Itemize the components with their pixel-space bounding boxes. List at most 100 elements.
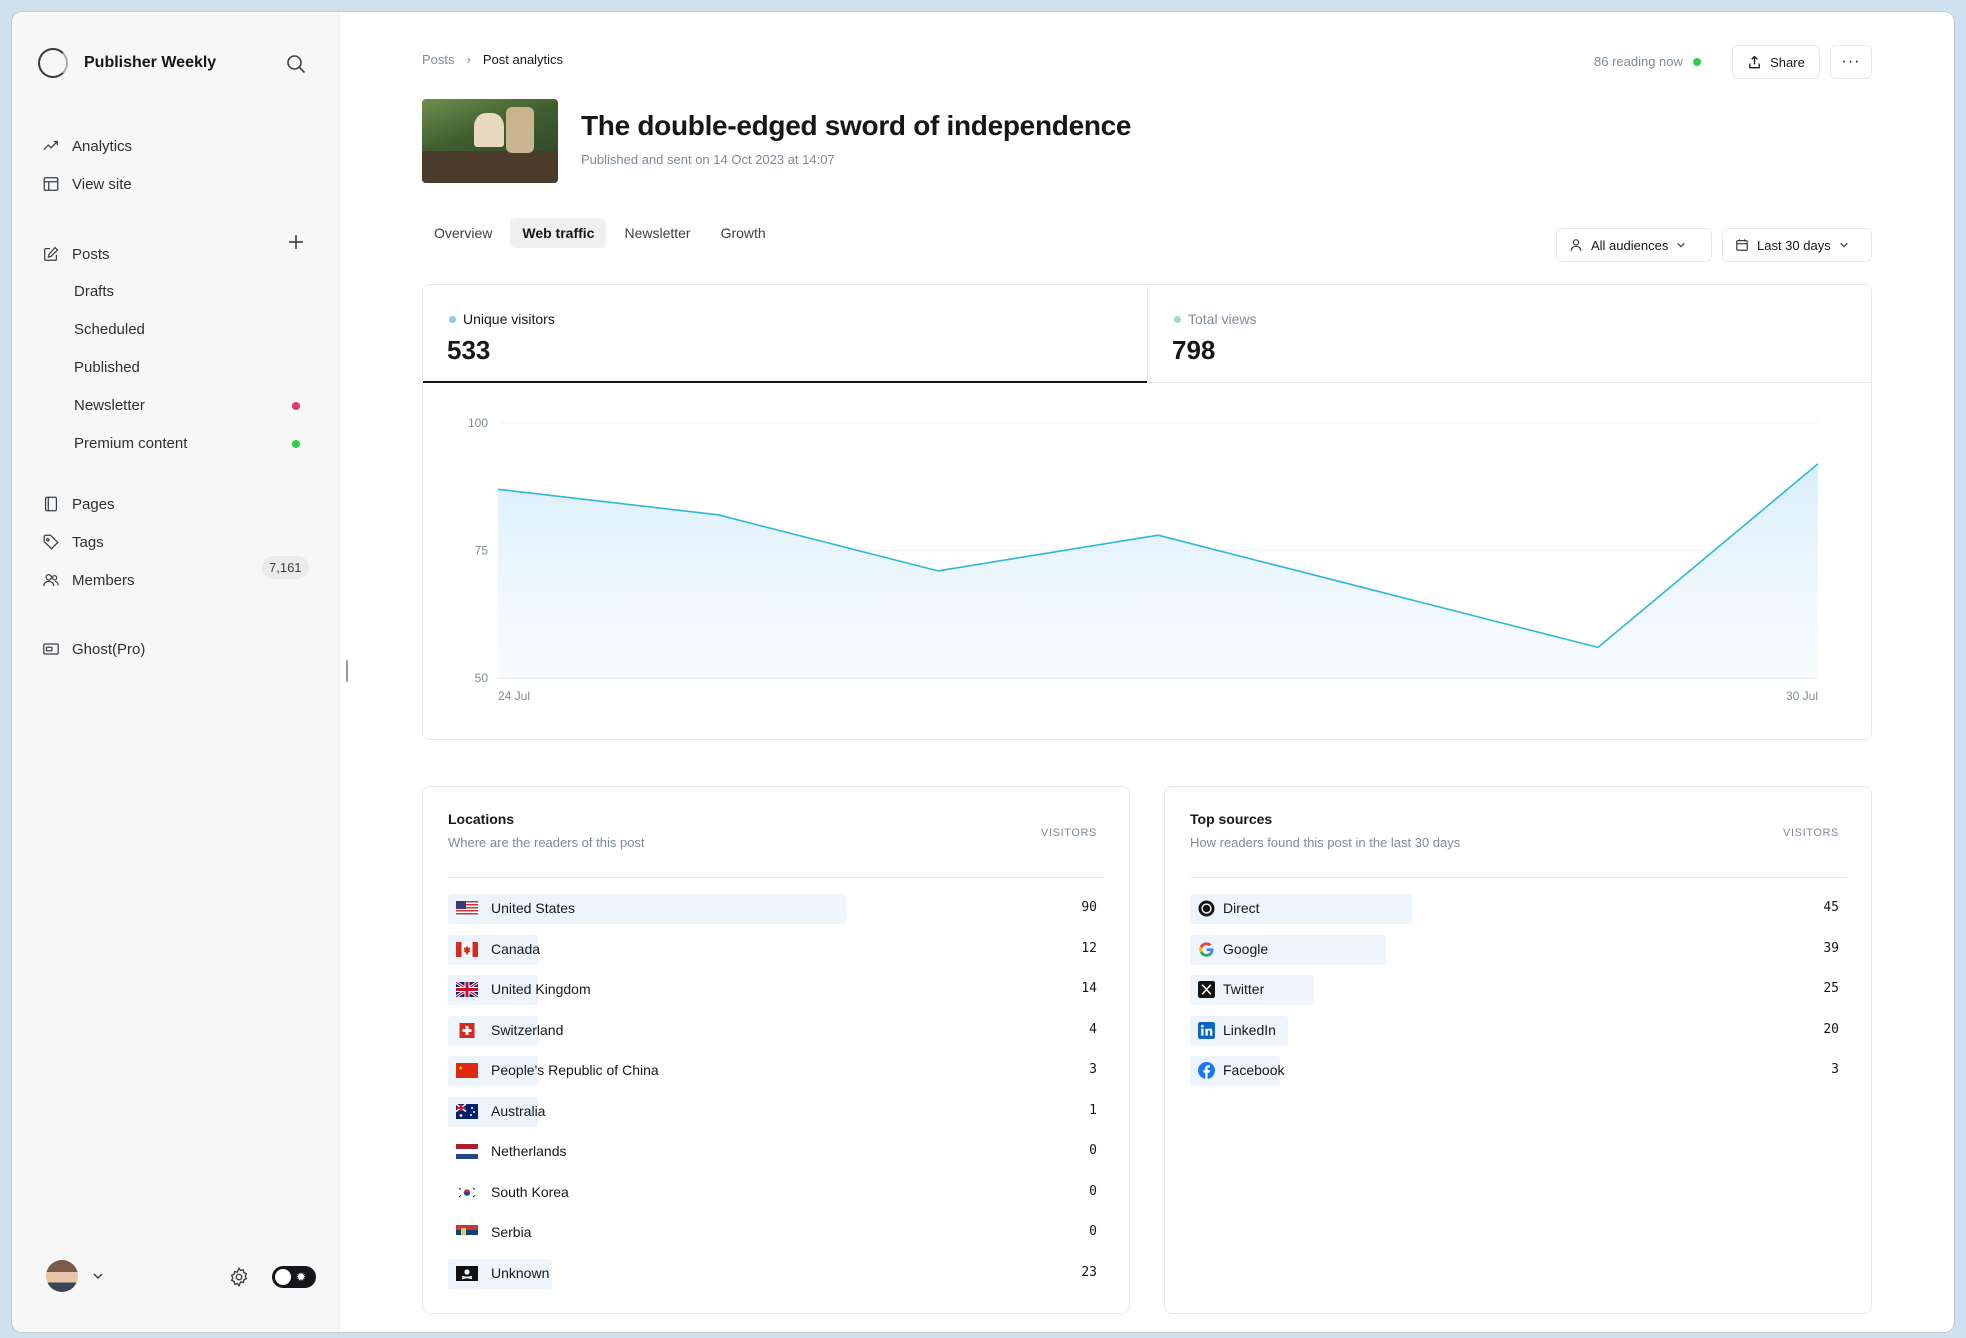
au-flag-icon xyxy=(456,1103,478,1119)
sidebar-resize-handle[interactable] xyxy=(346,660,348,682)
list-item[interactable]: Twitter 25 xyxy=(1190,970,1839,1011)
list-item[interactable]: Australia 1 xyxy=(448,1092,1097,1133)
sidebar-item-pages[interactable]: Pages xyxy=(42,492,115,516)
theme-toggle[interactable]: ✹ xyxy=(272,1266,316,1288)
x-tick-label: 24 Jul xyxy=(498,689,530,703)
sidebar-item-posts[interactable]: Posts xyxy=(42,242,110,266)
add-post-icon[interactable] xyxy=(286,232,306,252)
date-range-value: Last 30 days xyxy=(1757,237,1831,253)
divider xyxy=(1190,877,1847,878)
sidebar-item-analytics[interactable]: Analytics xyxy=(42,134,132,158)
sidebar-item-published[interactable]: Published xyxy=(74,359,140,376)
locations-card: Locations Where are the readers of this … xyxy=(422,786,1130,1314)
y-tick-label: 50 xyxy=(475,671,489,685)
list-item-label: Canada xyxy=(491,940,541,957)
data-point xyxy=(716,513,720,517)
column-header: VISITORS xyxy=(1041,827,1097,839)
breadcrumb-posts-link[interactable]: Posts xyxy=(422,52,455,67)
sidebar-item-label: Tags xyxy=(72,533,104,551)
tab-overview[interactable]: Overview xyxy=(434,225,493,241)
search-icon[interactable] xyxy=(284,52,308,76)
list-item[interactable]: ★ People's Republic of China 3 xyxy=(448,1051,1097,1092)
sources-list: Direct 45 Google 39 Twitter 25 LinkedIn 20 F… xyxy=(1190,889,1839,1092)
chevron-down-icon[interactable] xyxy=(92,1270,104,1282)
list-item[interactable]: Google 39 xyxy=(1190,930,1839,971)
share-button[interactable]: Share xyxy=(1732,45,1820,79)
chevron-right-icon: › xyxy=(466,52,471,67)
more-options-button[interactable]: ··· xyxy=(1830,45,1872,79)
kpi-total-views[interactable]: Total views 798 xyxy=(1147,285,1871,383)
list-item[interactable]: Netherlands 0 xyxy=(448,1132,1097,1173)
divider xyxy=(448,877,1105,878)
list-item-label: LinkedIn xyxy=(1223,1021,1276,1038)
breadcrumb: Posts › Post analytics xyxy=(422,52,563,67)
data-point xyxy=(496,487,500,491)
sidebar-item-premium-content[interactable]: Premium content xyxy=(74,435,188,452)
list-item[interactable]: Facebook 3 xyxy=(1190,1051,1839,1092)
linkedin-icon xyxy=(1198,1021,1215,1039)
list-item-label: Facebook xyxy=(1223,1062,1285,1078)
live-dot xyxy=(1692,57,1701,66)
list-item-value: 90 xyxy=(1081,900,1097,915)
list-item-value: 3 xyxy=(1831,1062,1839,1077)
pirate-flag-icon xyxy=(456,1265,478,1281)
list-item[interactable]: Canada 12 xyxy=(448,930,1097,971)
sidebar-footer: ✹ xyxy=(46,1260,316,1296)
brand[interactable]: Publisher Weekly xyxy=(38,48,216,78)
list-item-label: People's Republic of China xyxy=(491,1062,659,1078)
gear-icon[interactable] xyxy=(228,1266,250,1288)
locations-list: United States 90 Canada 12 United Kingdom 1… xyxy=(448,889,1097,1294)
kpi-value: 798 xyxy=(1172,335,1216,365)
sidebar-item-ghost-pro[interactable]: Ghost(Pro) xyxy=(42,637,145,661)
list-item-value: 0 xyxy=(1089,1143,1097,1158)
share-label: Share xyxy=(1770,54,1805,70)
audience-dropdown[interactable]: All audiences xyxy=(1556,228,1712,262)
sidebar-item-drafts[interactable]: Drafts xyxy=(74,283,115,300)
brand-name: Publisher Weekly xyxy=(84,54,217,71)
list-item-value: 23 xyxy=(1081,1264,1097,1280)
sidebar-item-label: Analytics xyxy=(72,137,133,155)
list-item[interactable]: South Korea 0 xyxy=(448,1173,1097,1214)
tab-growth[interactable]: Growth xyxy=(720,225,766,241)
list-item-value: 1 xyxy=(1089,1102,1097,1118)
facebook-icon xyxy=(1198,1062,1215,1079)
layout-icon xyxy=(43,177,59,191)
list-item[interactable]: United States 90 xyxy=(448,889,1097,930)
audience-value: All audiences xyxy=(1591,237,1669,253)
sidebar-item-tags[interactable]: Tags xyxy=(42,530,104,554)
list-item-label: Serbia xyxy=(491,1224,532,1240)
sidebar-item-members[interactable]: Members xyxy=(42,568,135,592)
list-item[interactable]: LinkedIn 20 xyxy=(1190,1011,1839,1052)
data-point xyxy=(1816,462,1820,466)
list-item[interactable]: Serbia 0 xyxy=(448,1213,1097,1254)
sidebar-item-newsletter[interactable]: Newsletter xyxy=(74,397,145,414)
list-item[interactable]: United Kingdom 14 xyxy=(448,970,1097,1011)
list-item-value: 14 xyxy=(1081,981,1097,996)
tab-web-traffic[interactable]: Web traffic xyxy=(510,218,607,248)
list-item[interactable]: Unknown 23 xyxy=(448,1254,1097,1295)
sidebar-item-label: Members xyxy=(72,571,135,589)
newsletter-status-dot xyxy=(292,402,300,410)
visitors-area-chart: 100 75 50 24 Jul 30 Jul xyxy=(468,416,1820,703)
sidebar-item-scheduled[interactable]: Scheduled xyxy=(74,321,145,338)
list-item[interactable]: Direct 45 xyxy=(1190,889,1839,930)
series-swatch xyxy=(449,315,456,323)
sidebar-item-view-site[interactable]: View site xyxy=(42,172,132,196)
tab-newsletter[interactable]: Newsletter xyxy=(624,225,691,241)
date-range-dropdown[interactable]: Last 30 days xyxy=(1722,228,1872,262)
column-header: VISITORS xyxy=(1783,827,1839,839)
ch-flag-icon xyxy=(459,1022,475,1038)
us-flag-icon xyxy=(456,901,478,916)
ca-flag-icon xyxy=(456,941,478,957)
list-item[interactable]: Switzerland 4 xyxy=(448,1011,1097,1052)
credit-card-icon xyxy=(43,643,59,655)
sun-icon: ✹ xyxy=(296,1270,307,1284)
list-item-label: Direct xyxy=(1223,900,1260,916)
user-icon xyxy=(1570,239,1582,251)
data-point xyxy=(1156,533,1160,537)
kpi-unique-visitors[interactable]: Unique visitors 533 xyxy=(423,285,1147,383)
breadcrumb-current: Post analytics xyxy=(482,52,564,67)
kpi-label: Unique visitors xyxy=(463,311,555,327)
tag-icon xyxy=(43,534,59,550)
avatar[interactable] xyxy=(46,1260,78,1292)
